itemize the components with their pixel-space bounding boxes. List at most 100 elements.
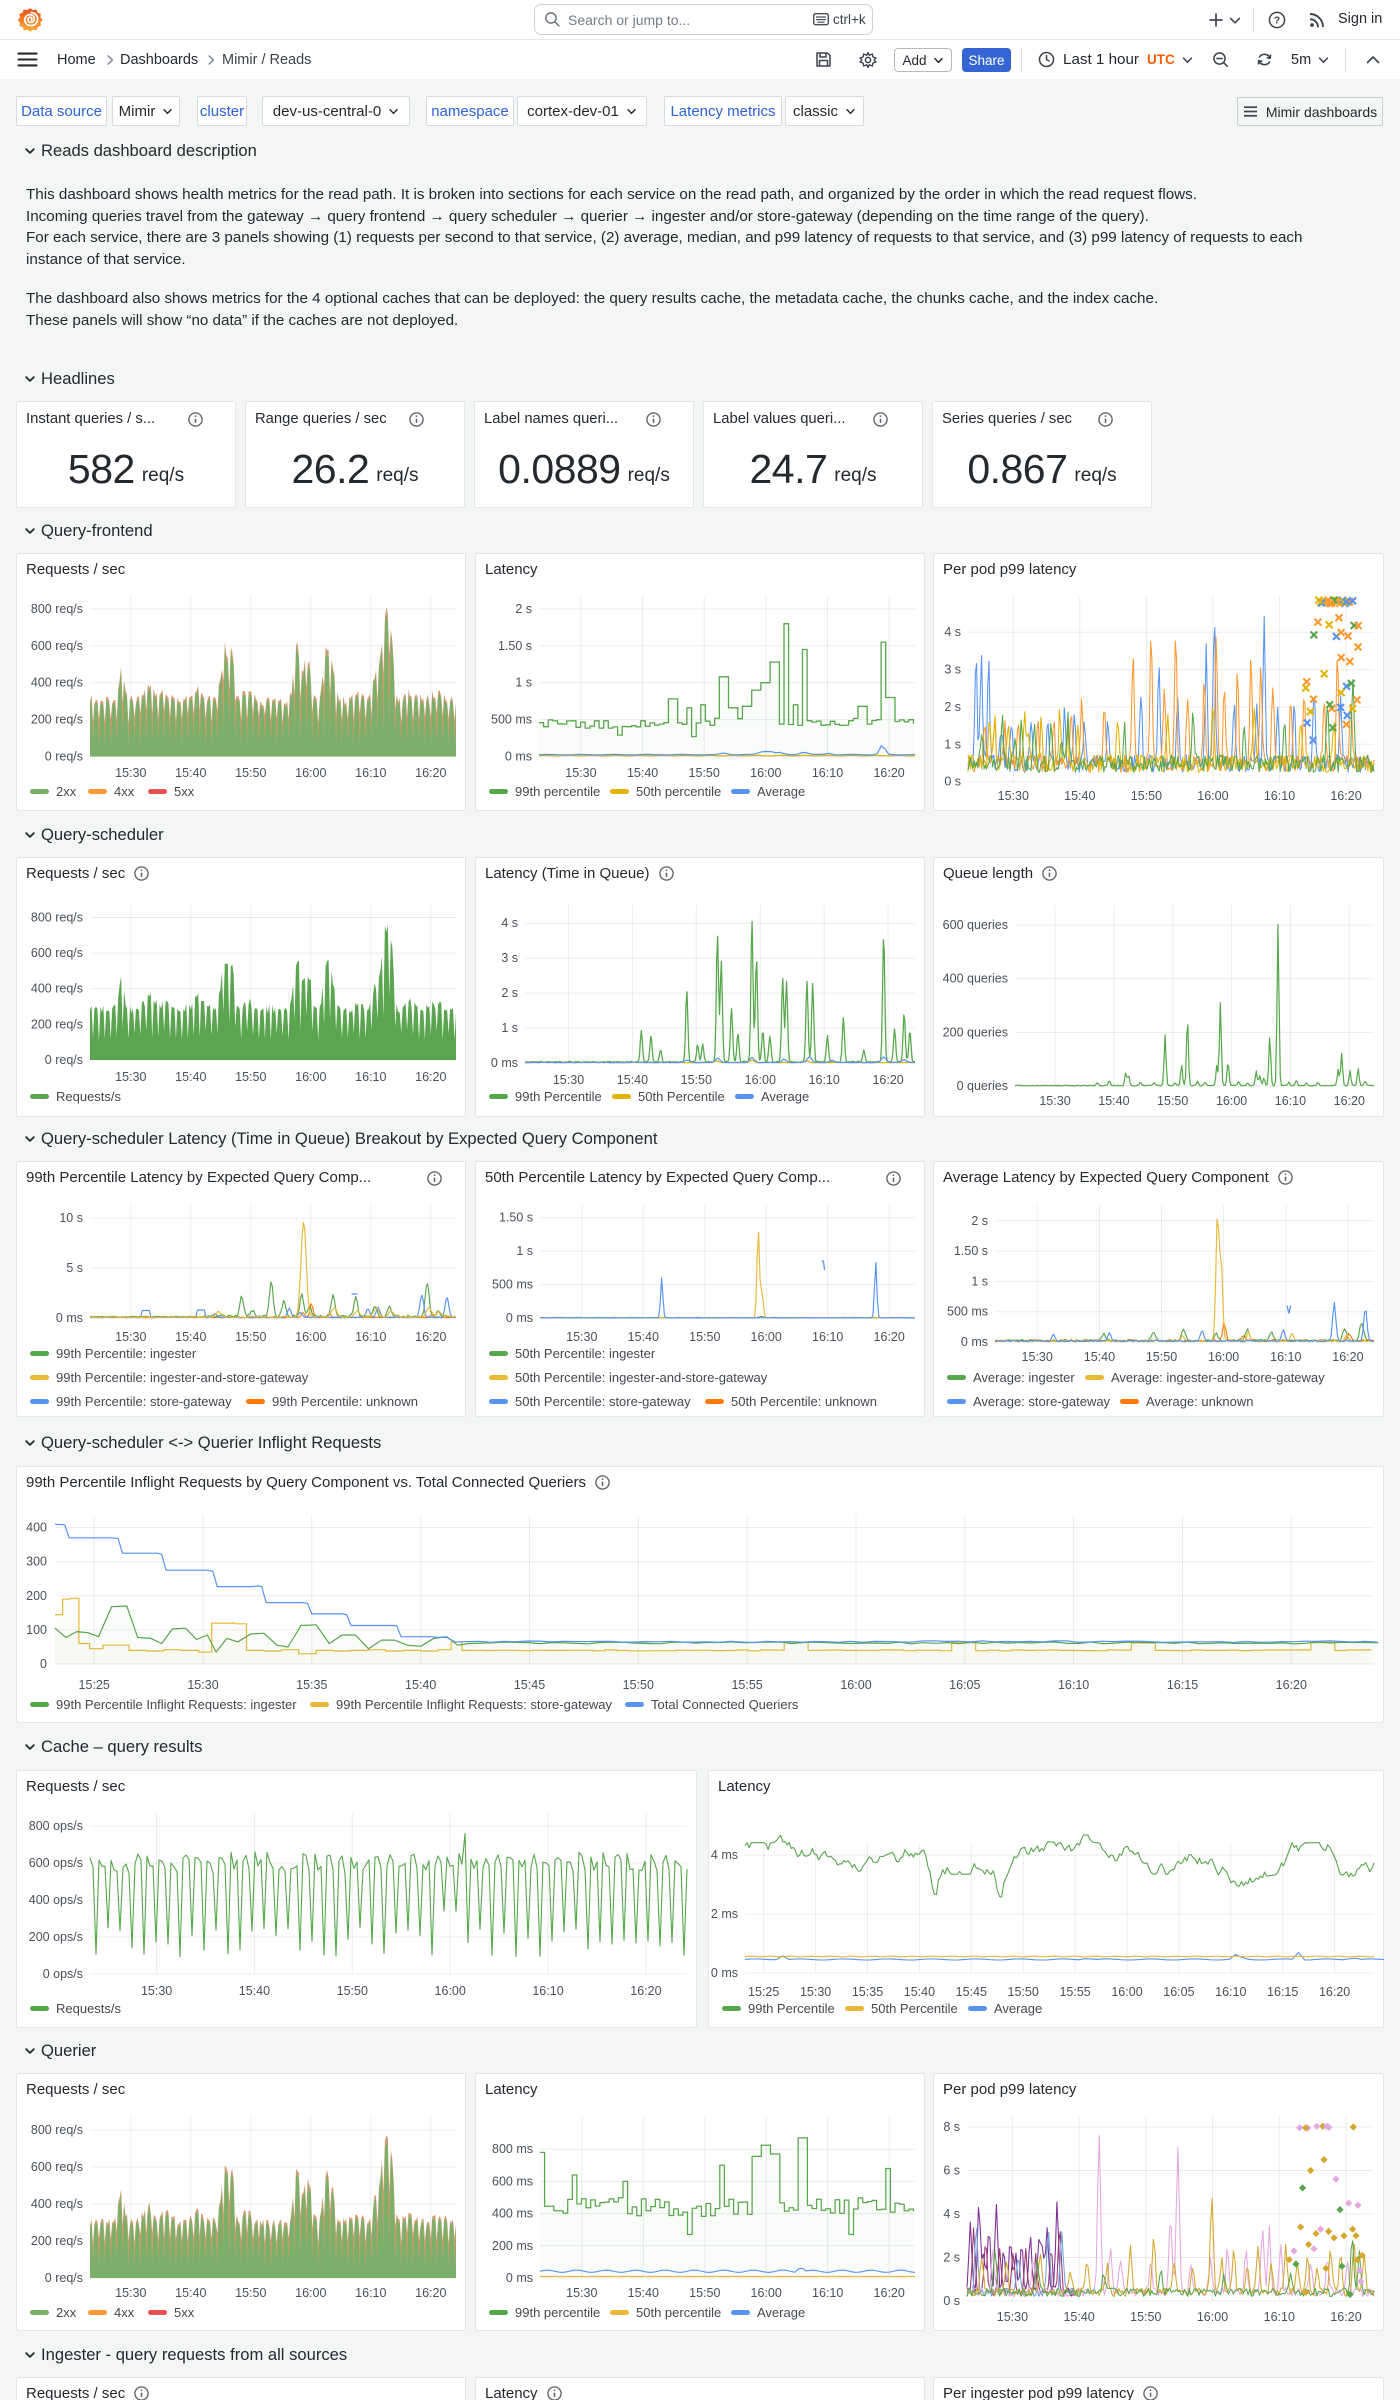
svg-text:400 ms: 400 ms: [492, 2207, 533, 2221]
svg-text:16:00: 16:00: [1197, 2310, 1228, 2324]
svg-text:15:30: 15:30: [1039, 1094, 1070, 1108]
svg-text:15:40: 15:40: [904, 1985, 935, 1999]
svg-text:16:10: 16:10: [809, 1073, 840, 1087]
svg-text:15:40: 15:40: [617, 1073, 648, 1087]
svg-text:15:30: 15:30: [115, 2286, 146, 2300]
svg-text:15:30: 15:30: [115, 1330, 146, 1344]
svg-text:15:35: 15:35: [296, 1678, 327, 1692]
svg-text:500 ms: 500 ms: [492, 1278, 533, 1292]
svg-text:15:40: 15:40: [1084, 1350, 1115, 1364]
svg-text:600 req/s: 600 req/s: [31, 2160, 83, 2174]
svg-text:800 ms: 800 ms: [492, 2142, 533, 2156]
svg-text:15:40: 15:40: [175, 766, 206, 780]
svg-text:16:15: 16:15: [1167, 1678, 1198, 1692]
svg-text:0 queries: 0 queries: [957, 1079, 1008, 1093]
svg-text:16:20: 16:20: [415, 2286, 446, 2300]
svg-text:16:20: 16:20: [1334, 1094, 1365, 1108]
svg-text:15:50: 15:50: [235, 766, 266, 780]
svg-text:16:10: 16:10: [355, 1330, 386, 1344]
svg-text:15:40: 15:40: [628, 2286, 659, 2300]
svg-text:0 ms: 0 ms: [711, 1966, 738, 1980]
svg-text:16:20: 16:20: [1276, 1678, 1307, 1692]
svg-text:0 ms: 0 ms: [491, 1056, 518, 1070]
svg-text:600 ops/s: 600 ops/s: [29, 1856, 83, 1870]
svg-text:15:25: 15:25: [79, 1678, 110, 1692]
svg-text:16:15: 16:15: [1267, 1985, 1298, 1999]
svg-text:3 s: 3 s: [501, 951, 518, 965]
svg-text:16:10: 16:10: [812, 2286, 843, 2300]
svg-text:15:50: 15:50: [689, 1330, 720, 1344]
svg-text:16:20: 16:20: [415, 1330, 446, 1344]
svg-text:16:00: 16:00: [295, 2286, 326, 2300]
svg-text:300: 300: [26, 1555, 47, 1569]
svg-text:15:50: 15:50: [235, 2286, 266, 2300]
svg-text:15:55: 15:55: [731, 1678, 762, 1692]
svg-text:16:10: 16:10: [1215, 1985, 1246, 1999]
svg-text:3 s: 3 s: [944, 663, 961, 677]
svg-text:15:40: 15:40: [239, 1984, 270, 1998]
svg-text:600 req/s: 600 req/s: [31, 639, 83, 653]
svg-text:0 ops/s: 0 ops/s: [43, 1967, 83, 1981]
svg-text:16:00: 16:00: [1111, 1985, 1142, 1999]
svg-text:4 ms: 4 ms: [711, 1848, 738, 1862]
svg-text:15:25: 15:25: [748, 1985, 779, 1999]
svg-text:600 req/s: 600 req/s: [31, 946, 83, 960]
svg-text:1.50 s: 1.50 s: [499, 1211, 533, 1225]
svg-text:4 s: 4 s: [944, 625, 961, 639]
svg-text:10 s: 10 s: [59, 1211, 83, 1225]
svg-text:16:00: 16:00: [1208, 1350, 1239, 1364]
svg-text:200 req/s: 200 req/s: [31, 713, 83, 727]
svg-text:15:50: 15:50: [235, 1330, 266, 1344]
svg-text:0 ms: 0 ms: [505, 750, 532, 764]
svg-text:6 s: 6 s: [943, 2164, 960, 2178]
svg-text:200 ops/s: 200 ops/s: [29, 1930, 83, 1944]
svg-text:16:00: 16:00: [745, 1073, 776, 1087]
svg-text:16:20: 16:20: [1330, 2310, 1361, 2324]
svg-text:16:10: 16:10: [1264, 789, 1295, 803]
svg-text:100: 100: [26, 1623, 47, 1637]
svg-text:16:20: 16:20: [415, 1070, 446, 1084]
svg-text:1.50 s: 1.50 s: [498, 639, 532, 653]
svg-text:16:20: 16:20: [1330, 789, 1361, 803]
svg-text:?: ?: [1274, 15, 1280, 27]
svg-text:0 ms: 0 ms: [506, 2271, 533, 2285]
svg-text:800 req/s: 800 req/s: [31, 2123, 83, 2137]
svg-text:15:40: 15:40: [175, 1330, 206, 1344]
svg-text:1 s: 1 s: [501, 1021, 518, 1035]
svg-text:1 s: 1 s: [971, 1274, 988, 1288]
svg-text:16:00: 16:00: [840, 1678, 871, 1692]
svg-text:200 ms: 200 ms: [492, 2239, 533, 2253]
svg-text:16:00: 16:00: [295, 766, 326, 780]
svg-text:0 ms: 0 ms: [56, 1311, 83, 1325]
svg-text:0: 0: [40, 1657, 47, 1671]
svg-text:400 req/s: 400 req/s: [31, 2197, 83, 2211]
svg-text:0 s: 0 s: [943, 2294, 960, 2308]
svg-text:15:50: 15:50: [1130, 2310, 1161, 2324]
svg-text:16:05: 16:05: [949, 1678, 980, 1692]
svg-text:200 queries: 200 queries: [943, 1025, 1008, 1039]
svg-text:200: 200: [26, 1589, 47, 1603]
svg-text:0 req/s: 0 req/s: [45, 750, 83, 764]
svg-text:15:50: 15:50: [689, 766, 720, 780]
svg-text:15:30: 15:30: [997, 2310, 1028, 2324]
svg-text:2 s: 2 s: [501, 986, 518, 1000]
svg-text:8 s: 8 s: [943, 2120, 960, 2134]
svg-text:16:10: 16:10: [1058, 1678, 1089, 1692]
svg-text:2 s: 2 s: [944, 700, 961, 714]
svg-text:16:20: 16:20: [1332, 1350, 1363, 1364]
svg-text:16:20: 16:20: [872, 1073, 903, 1087]
svg-text:15:50: 15:50: [689, 2286, 720, 2300]
svg-text:15:50: 15:50: [681, 1073, 712, 1087]
svg-text:1 s: 1 s: [515, 676, 532, 690]
svg-text:15:30: 15:30: [565, 766, 596, 780]
svg-text:16:10: 16:10: [355, 1070, 386, 1084]
svg-text:15:40: 15:40: [1063, 2310, 1094, 2324]
svg-text:15:30: 15:30: [800, 1985, 831, 1999]
svg-text:600 ms: 600 ms: [492, 2174, 533, 2188]
svg-text:0 req/s: 0 req/s: [45, 2271, 83, 2285]
svg-text:15:50: 15:50: [1146, 1350, 1177, 1364]
svg-text:15:40: 15:40: [628, 1330, 659, 1344]
svg-text:15:50: 15:50: [1157, 1094, 1188, 1108]
svg-text:16:10: 16:10: [812, 1330, 843, 1344]
svg-text:16:10: 16:10: [355, 2286, 386, 2300]
